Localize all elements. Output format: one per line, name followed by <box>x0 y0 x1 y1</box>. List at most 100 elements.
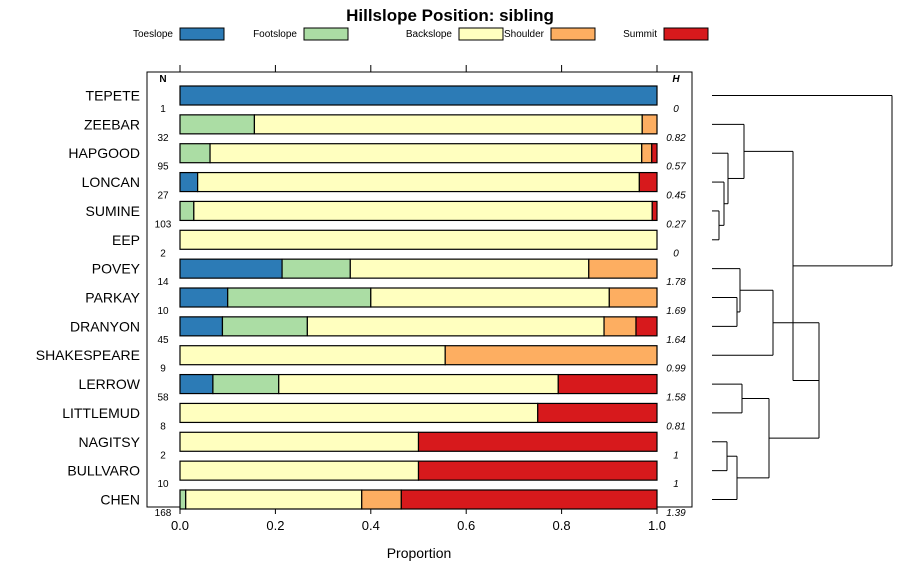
category-label: CHEN <box>100 491 140 507</box>
legend-swatch-footslope <box>303 27 349 41</box>
n-value: 2 <box>160 450 166 461</box>
category-label: TEPETE <box>86 88 140 104</box>
h-value: 0.45 <box>666 191 686 202</box>
h-value: 0 <box>673 248 679 259</box>
row-tepete: TEPETE 1 0 <box>86 85 679 115</box>
h-value: 0.99 <box>666 364 686 375</box>
n-value: 10 <box>157 306 169 317</box>
dendrogram <box>712 95 893 500</box>
bar-segment-shoulder <box>641 143 653 164</box>
bar-segment-backslope <box>179 431 420 452</box>
bar-segment-summit <box>557 373 658 395</box>
n-value: 103 <box>155 219 172 230</box>
h-value: 1.39 <box>666 508 686 519</box>
bar-segment-toeslope <box>179 258 283 279</box>
legend-label-footslope: Footslope <box>253 29 297 40</box>
bar-segment-backslope <box>193 200 653 222</box>
row-hapgood: HAPGOOD 95 0.57 <box>68 143 686 173</box>
bar-segment-summit <box>651 200 658 222</box>
h-value: 1 <box>673 450 679 461</box>
bar-segment-shoulder <box>603 316 637 337</box>
row-zeebar: ZEEBAR 32 0.82 <box>84 114 686 144</box>
bar-segment-summit <box>400 489 658 510</box>
x-tick-label: 0.0 <box>171 518 189 533</box>
bar-segment-backslope <box>179 460 420 481</box>
category-label: ZEEBAR <box>84 116 140 132</box>
n-value: 14 <box>157 277 169 288</box>
n-header: N <box>159 74 166 85</box>
bar-segment-shoulder <box>361 489 402 510</box>
x-tick-label: 0.6 <box>457 518 475 533</box>
n-value: 58 <box>157 393 169 404</box>
bar-segment-backslope <box>197 171 640 193</box>
bar-segment-backslope <box>349 258 590 279</box>
row-bullvaro: BULLVARO 10 1 <box>67 460 679 490</box>
row-shakespeare: SHAKESPEARE 9 0.99 <box>36 345 686 375</box>
row-sumine: SUMINE 103 0.27 <box>86 200 686 230</box>
bar-segment-summit <box>417 460 658 481</box>
category-label: SHAKESPEARE <box>36 347 140 363</box>
row-loncan: LONCAN 27 0.45 <box>82 171 686 202</box>
category-label: PARKAY <box>85 289 140 305</box>
h-value: 0.27 <box>666 219 686 230</box>
category-label: BULLVARO <box>67 463 140 479</box>
bar-segment-toeslope <box>179 85 658 106</box>
bar-segment-backslope <box>179 345 446 366</box>
row-dranyon: DRANYON 45 1.64 <box>70 316 686 346</box>
n-value: 95 <box>157 162 169 173</box>
legend-swatch-shoulder <box>550 27 596 41</box>
bar-segment-summit <box>417 431 658 452</box>
bar-segment-footslope <box>212 373 280 395</box>
h-header: H <box>672 74 680 85</box>
h-value: 1.78 <box>666 277 686 288</box>
bar-segment-summit <box>651 143 658 164</box>
category-label: LITTLEMUD <box>62 405 140 421</box>
bar-segment-summit <box>537 402 658 424</box>
h-value: 0 <box>673 104 679 115</box>
row-parkay: PARKAY 10 1.69 <box>85 287 686 317</box>
bar-segment-backslope <box>253 114 643 135</box>
legend-swatch-summit <box>663 27 709 41</box>
bar-segment-toeslope <box>179 316 224 337</box>
bar-segment-footslope <box>179 200 195 222</box>
x-axis-label: Proportion <box>387 545 452 561</box>
bar-segment-summit <box>638 171 658 193</box>
bar-segment-toeslope <box>179 287 229 308</box>
category-label: LONCAN <box>82 174 140 190</box>
h-value: 0.82 <box>666 133 686 144</box>
bar-segment-shoulder <box>444 345 658 366</box>
n-value: 45 <box>157 335 169 346</box>
legend-label-toeslope: Toeslope <box>133 29 173 40</box>
bar-segment-footslope <box>221 316 308 337</box>
chart-title: Hillslope Position: sibling <box>346 6 554 25</box>
bar-segment-shoulder <box>641 114 658 135</box>
category-label: LERROW <box>79 376 141 392</box>
bar-segment-toeslope <box>179 171 199 193</box>
bar-segment-backslope <box>209 143 643 164</box>
n-value: 27 <box>157 191 169 202</box>
h-value: 1.69 <box>666 306 686 317</box>
n-value: 1 <box>160 104 166 115</box>
row-chen: CHEN 168 1.39 <box>100 489 686 519</box>
legend-label-backslope: Backslope <box>406 29 453 40</box>
n-value: 10 <box>157 479 169 490</box>
bar-segment-backslope <box>278 373 559 395</box>
category-label: SUMINE <box>86 203 140 219</box>
legend-swatch-backslope <box>458 27 504 41</box>
h-value: 0.81 <box>666 421 685 432</box>
x-tick-label: 0.8 <box>553 518 571 533</box>
bar-segment-toeslope <box>179 373 214 395</box>
legend-swatch-toeslope <box>179 27 225 41</box>
bar-segment-backslope <box>179 229 658 250</box>
bar-segment-footslope <box>179 114 256 135</box>
category-label: HAPGOOD <box>68 145 140 161</box>
category-label: NAGITSY <box>79 434 141 450</box>
bar-segment-backslope <box>370 287 610 308</box>
bar-segment-footslope <box>179 489 187 510</box>
x-tick-label: 0.2 <box>266 518 284 533</box>
bar-segment-shoulder <box>608 287 658 308</box>
bar-segment-shoulder <box>588 258 658 279</box>
row-littlemud: LITTLEMUD 8 0.81 <box>62 402 686 432</box>
